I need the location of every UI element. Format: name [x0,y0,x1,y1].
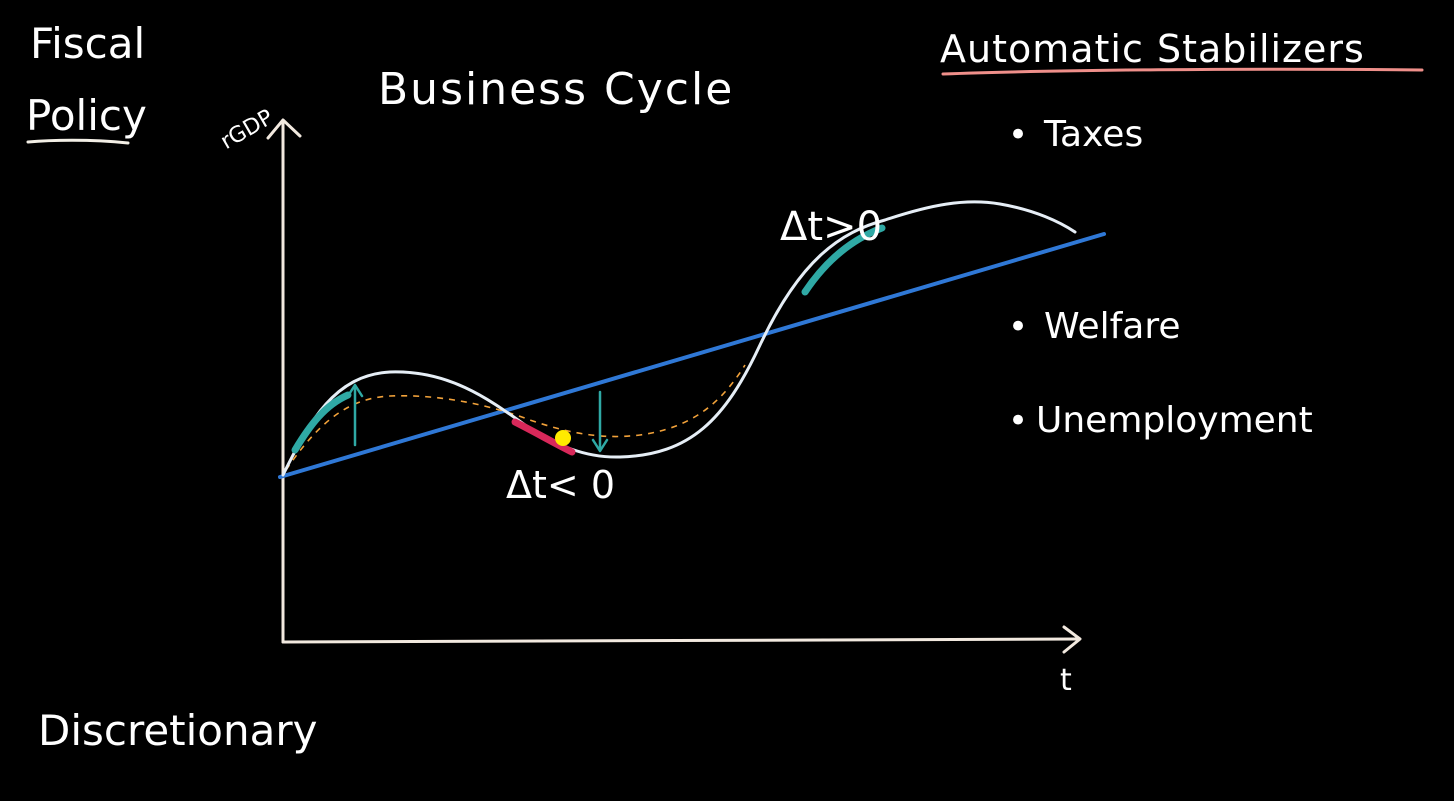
yellow-dot [555,430,571,446]
teal-highlight-rise [291,391,352,454]
stabilizer-item-unemployment: • Unemployment [1008,400,1313,441]
bullet-icon: • [1008,307,1028,347]
stabilizer-label: Taxes [1043,114,1143,155]
business-cycle-title: Business Cycle [378,64,734,115]
bullet-icon: • [1008,115,1028,155]
bullet-icon: • [1008,401,1028,441]
policy-label: Policy [26,91,147,140]
trend-line [278,232,1106,479]
teal-highlight-upper [801,224,886,296]
x-axis-label: t [1060,663,1072,698]
business-cycle-curve [281,200,1077,477]
fiscal-label: Fiscal [30,19,145,68]
policy-underline [26,138,130,145]
up-arrow-head [346,383,364,398]
y-axis-label: rGDP [216,105,277,155]
crimson-highlight-fall [511,418,576,456]
stabilizer-item-welfare: • Welfare [1008,306,1181,347]
down-arrow-head [591,438,609,453]
stabilizer-label: Welfare [1044,306,1181,347]
x-axis-arrowhead [1062,625,1082,654]
delta-t-positive-label: Δt>0 [780,204,882,250]
stabilizer-label: Unemployment [1036,400,1313,441]
discretionary-label: Discretionary [38,706,317,755]
stabilizer-item-taxes: • Taxes [1008,114,1143,155]
x-axis [281,637,1080,644]
automatic-stabilizers-title: Automatic Stabilizers [940,27,1365,71]
delta-t-negative-label: Δt< 0 [506,463,615,507]
y-axis-arrowhead [266,118,302,140]
automatic-stabilizers-underline [941,67,1424,76]
